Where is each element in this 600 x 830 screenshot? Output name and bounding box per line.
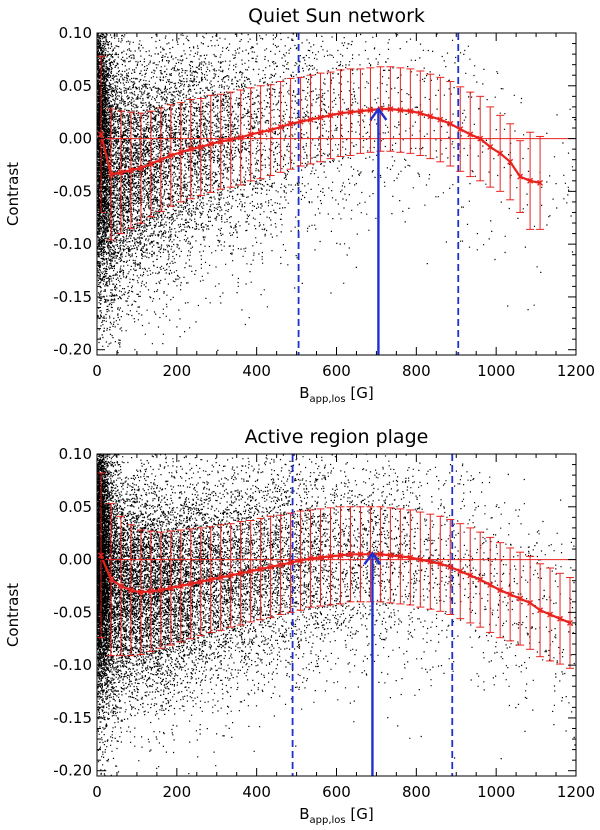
y-tick-label: 0.10	[59, 24, 92, 42]
x-axis-label: Bapp,los [G]	[299, 384, 374, 405]
y-tick-label: 0.10	[59, 445, 92, 463]
y-tick-label: -0.20	[53, 341, 92, 359]
x-tick-label: 1200	[557, 362, 595, 380]
y-tick-label: 0.00	[59, 551, 92, 569]
x-tick-label: 600	[322, 783, 351, 801]
y-tick-label: 0.05	[59, 498, 92, 516]
x-tick-label: 1000	[477, 362, 515, 380]
y-tick-label: -0.10	[53, 656, 92, 674]
y-tick-label: 0.00	[59, 130, 92, 148]
plot-area	[97, 454, 576, 776]
x-tick-label: 800	[402, 783, 431, 801]
x-tick-label: 400	[242, 362, 271, 380]
x-tick-label: 600	[322, 362, 351, 380]
scatter-points	[97, 454, 576, 776]
x-tick-label: 800	[402, 362, 431, 380]
x-tick-label: 0	[92, 783, 102, 801]
x-tick-label: 200	[163, 783, 192, 801]
y-tick-label: -0.15	[53, 288, 92, 306]
x-tick-label: 200	[163, 362, 192, 380]
panel-2: 0 200 400 600 800 1000 1200 0.10 0.05 0.00 -0.05 -0…	[4, 426, 595, 826]
arrow-head	[369, 106, 388, 121]
x-axis-label: Bapp,los [G]	[299, 805, 374, 826]
chart-title: Quiet Sun network	[248, 5, 425, 27]
y-tick-label: -0.15	[53, 709, 92, 727]
arrow-head	[363, 551, 382, 565]
y-tick-label: 0.05	[59, 77, 92, 95]
panel-1: 0 200 400 600 800 1000 1200 0.10 0.05 0.00 -0.05 -0…	[4, 5, 595, 405]
x-tick-label: 1200	[557, 783, 595, 801]
mean-point	[97, 131, 104, 138]
plot-area	[97, 33, 576, 355]
chart-title: Active region plage	[245, 426, 429, 448]
y-tick-label: -0.10	[53, 235, 92, 253]
x-tick-label: 400	[242, 783, 271, 801]
mean-curve	[99, 553, 571, 624]
y-tick-label: -0.05	[53, 182, 92, 200]
x-tick-label: 0	[92, 362, 102, 380]
y-tick-label: -0.20	[53, 762, 92, 780]
y-axis-label: Contrast	[4, 162, 22, 226]
y-tick-label: -0.05	[53, 603, 92, 621]
x-tick-label: 1000	[477, 783, 515, 801]
mean-curve	[99, 107, 541, 184]
y-axis-label: Contrast	[4, 583, 22, 647]
